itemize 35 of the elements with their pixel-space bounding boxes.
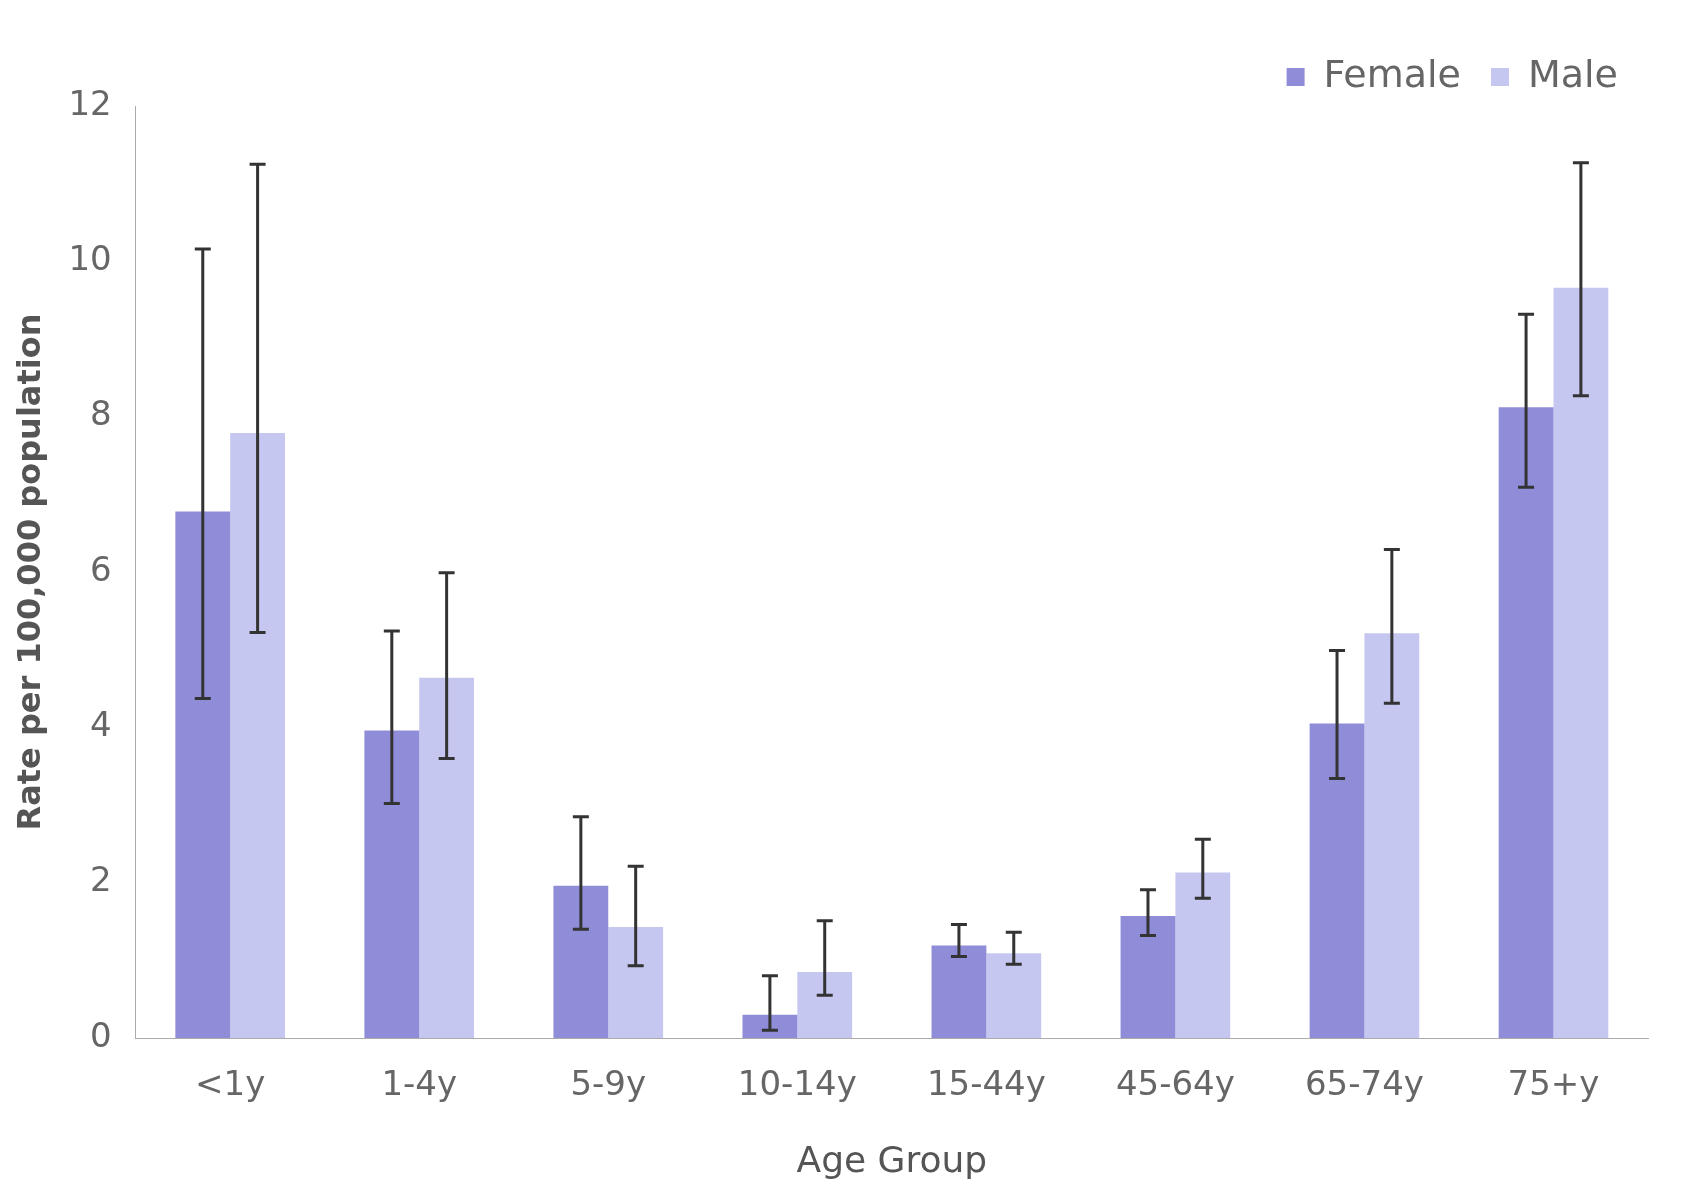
x-tick-label: 15-44y — [926, 1063, 1046, 1104]
y-tick-label: 6 — [90, 548, 112, 589]
bar — [797, 971, 853, 1038]
bar — [1175, 872, 1231, 1038]
x-tick-label: <1y — [195, 1063, 266, 1104]
bar — [175, 511, 231, 1038]
y-tick-label: 2 — [90, 859, 112, 900]
legend-label: Male — [1527, 51, 1619, 96]
y-tick-label: 4 — [90, 704, 112, 745]
bar — [742, 1014, 798, 1038]
bar — [419, 677, 475, 1038]
bar — [230, 432, 286, 1038]
legend-label: Female — [1323, 51, 1461, 96]
y-tick-label: 8 — [90, 393, 112, 434]
bar — [1553, 287, 1609, 1038]
y-axis-title: Rate per 100,000 population — [9, 313, 48, 831]
x-tick-label: 65-74y — [1304, 1063, 1424, 1104]
y-tick-label: 0 — [90, 1014, 112, 1055]
bar — [1364, 633, 1420, 1038]
x-axis-title: Age Group — [796, 1138, 988, 1180]
x-tick-label: 1-4y — [381, 1063, 458, 1104]
x-tick-label: 5-9y — [570, 1063, 647, 1104]
bar — [553, 885, 609, 1038]
bar — [1309, 723, 1365, 1038]
x-tick-label: 75+y — [1507, 1063, 1600, 1104]
x-tick-label: 45-64y — [1115, 1063, 1235, 1104]
bar — [1120, 916, 1176, 1038]
bar — [1498, 407, 1554, 1038]
x-tick-label: 10-14y — [737, 1063, 857, 1104]
bar — [608, 926, 664, 1038]
bar — [986, 953, 1042, 1038]
bar — [931, 945, 987, 1038]
y-tick-label: 10 — [68, 238, 112, 279]
y-tick-label: 12 — [68, 82, 112, 123]
bar — [364, 730, 420, 1038]
